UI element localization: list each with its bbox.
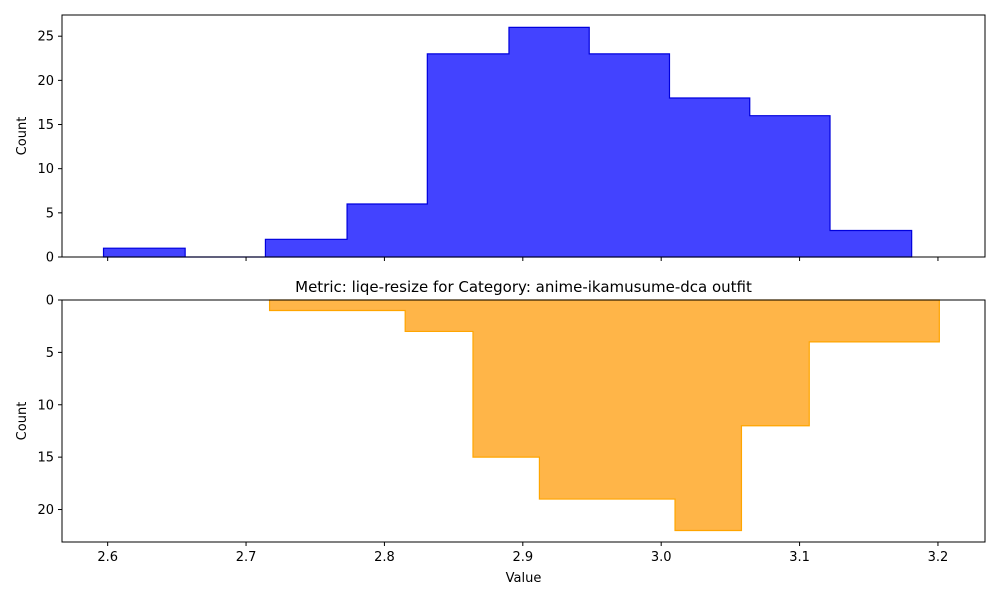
x-tick-label: 2.8 — [374, 550, 395, 565]
x-tick-label: 2.7 — [236, 550, 257, 565]
histogram-area — [102, 26, 913, 258]
axes-frame — [61, 14, 986, 258]
y-tick-label: 20 — [37, 74, 54, 89]
x-tick-label: 3.1 — [789, 550, 810, 565]
axes-frame — [61, 299, 986, 543]
y-axis-label: Count — [15, 402, 30, 441]
chart-title: Metric: liqe-resize for Category: anime-… — [295, 278, 752, 296]
y-tick-label: 10 — [37, 398, 54, 413]
x-axis-label: Value — [506, 571, 542, 586]
histogram-area — [268, 299, 940, 532]
y-tick-label: 25 — [37, 30, 54, 45]
x-tick-label: 3.2 — [928, 550, 949, 565]
top-histogram-panel: 0 5 10 15 20 25 Count — [15, 14, 986, 266]
x-tick-label: 3.0 — [651, 550, 672, 565]
y-tick-label: 10 — [37, 162, 54, 177]
y-tick-label: 15 — [37, 118, 54, 133]
x-tick-label: 2.9 — [512, 550, 533, 565]
y-tick-label: 5 — [46, 346, 54, 361]
y-tick-label: 15 — [37, 451, 54, 466]
bottom-histogram-panel: 2.6 2.7 2.8 2.9 3.0 3.1 3.2 0 5 10 15 20 Count Value M… — [15, 278, 986, 586]
y-axis-label: Count — [15, 117, 30, 156]
y-tick-label: 5 — [46, 206, 54, 221]
y-tick-label: 20 — [37, 503, 54, 518]
x-tick-label: 2.6 — [97, 550, 118, 565]
y-tick-label: 0 — [46, 294, 54, 309]
y-tick-label: 0 — [46, 251, 54, 266]
